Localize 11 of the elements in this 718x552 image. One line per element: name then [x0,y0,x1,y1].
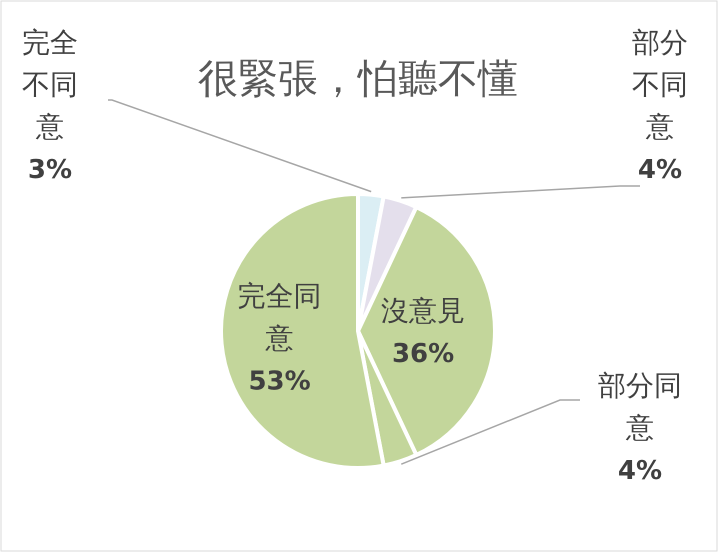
slice-label: 完全不同意 [22,26,78,143]
slice-label: 部分同意 [598,369,682,444]
data-label: 53% [248,366,311,396]
data-label: 4% [618,456,662,486]
slice-label: 完全同意 [238,279,322,354]
slice-label: 沒意見 [381,294,466,327]
text: 很緊張，怕聽不懂 [198,56,518,102]
data-label: 36% [392,339,454,369]
data-label: 3% [28,155,72,185]
data-label: 4% [638,155,682,185]
slice-label: 部分不同意 [632,26,688,143]
